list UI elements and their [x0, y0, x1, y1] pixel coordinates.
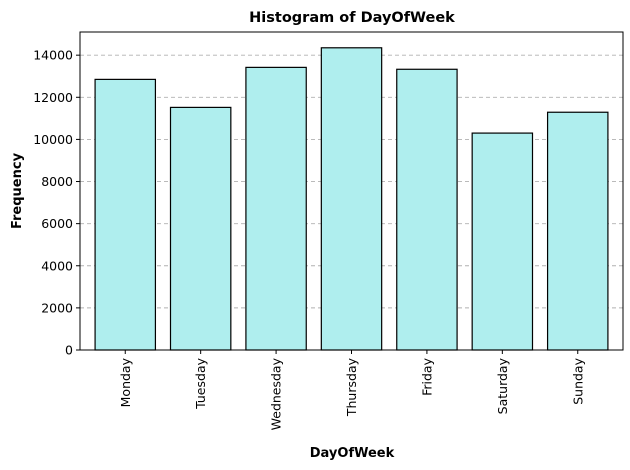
x-tick-label: Saturday: [495, 357, 510, 414]
bar-friday: [396, 68, 458, 351]
y-tick-label: 2000: [41, 300, 73, 315]
bar-monday: [94, 78, 157, 351]
y-tick-label: 4000: [41, 258, 73, 273]
y-tick-label: 6000: [41, 216, 73, 231]
bars: [94, 47, 609, 351]
y-tick-label: 10000: [33, 132, 73, 147]
bar-thursday: [320, 47, 383, 351]
y-axis-ticks: 0 2000 4000 6000 8000 10000 12000 14000: [33, 48, 80, 358]
x-tick-label: Thursday: [344, 357, 359, 417]
x-tick-label: Monday: [118, 357, 133, 407]
x-tick-label: Sunday: [570, 357, 585, 404]
bar-tuesday: [169, 106, 232, 351]
bar-wednesday: [245, 66, 307, 351]
x-tick-label: Tuesday: [193, 357, 208, 409]
bar-saturday: [471, 132, 534, 351]
bar-sunday: [546, 111, 609, 351]
x-tick-label: Friday: [419, 357, 434, 395]
y-tick-label: 14000: [33, 48, 73, 63]
x-axis-title: DayOfWeek: [310, 446, 395, 461]
y-tick-label: 0: [65, 343, 73, 358]
y-tick-label: 12000: [33, 90, 73, 105]
y-tick-label: 8000: [41, 174, 73, 189]
y-axis-title: Frequency: [10, 152, 25, 229]
x-axis-ticks: Monday Tuesday Wednesday Thursday Friday Satu…: [118, 350, 585, 430]
x-tick-label: Wednesday: [269, 357, 284, 430]
chart-title: Histogram of DayOfWeek: [249, 10, 455, 26]
